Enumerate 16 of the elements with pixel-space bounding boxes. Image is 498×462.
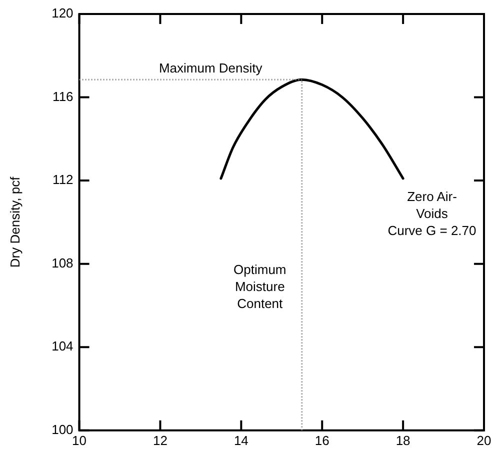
x-tick-label: 18 [396,432,410,448]
y-tick-label: 116 [52,88,74,104]
y-tick-label: 100 [52,422,74,437]
x-tick-label: 20 [476,432,492,448]
x-tick-label: 10 [72,432,87,448]
ref-line-label: Optimum Moisture Content [234,262,286,311]
x-tick-label: 14 [234,432,248,448]
x-tick-label: 12 [153,432,168,448]
y-tick-label: 108 [52,255,74,270]
ref-line-label: Maximum Density [158,60,263,76]
y-tick-label: 120 [52,6,74,21]
y-tick-label: 104 [52,338,74,354]
annotation: Zero Air- Voids Curve G = 2.70 [388,189,476,238]
x-tick-label: 16 [314,432,330,448]
y-axis-title: Dry Density, pcf [7,176,22,268]
y-tick-label: 112 [52,172,74,188]
